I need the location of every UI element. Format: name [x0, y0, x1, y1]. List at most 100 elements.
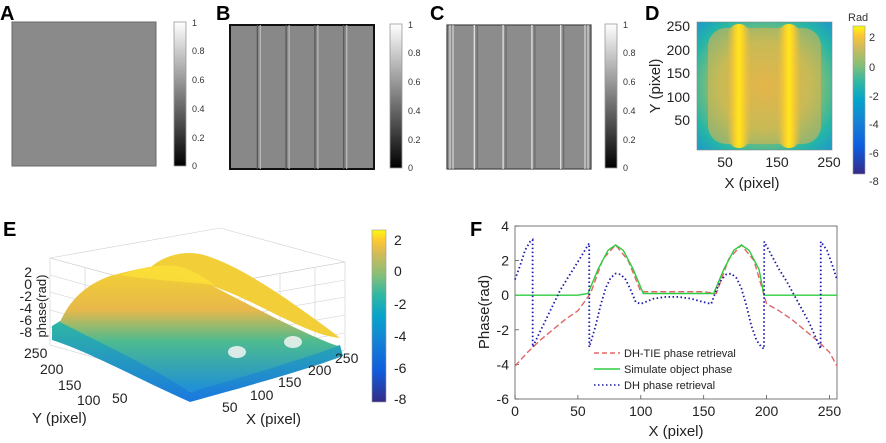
- f-xtick-label: 0: [511, 403, 519, 419]
- panel-d-colorbar: [852, 25, 866, 175]
- cb-a-tick: 0.2: [192, 133, 205, 143]
- cb-b-tick: 0.4: [408, 106, 421, 116]
- panel-label-b: B: [216, 3, 230, 25]
- e-xtick: 250: [335, 350, 359, 366]
- panel-d-plateau: [708, 28, 821, 144]
- f-ytick-label: -6: [497, 391, 510, 407]
- cb-e-tick: -8: [394, 391, 407, 407]
- d-colorbar-title: Rad: [848, 12, 868, 24]
- e-surface-notch: [228, 346, 246, 358]
- cb-a-tick: 0.4: [192, 104, 205, 114]
- f-xlabel: X (pixel): [648, 423, 703, 440]
- cb-d-tick: 0: [869, 62, 875, 74]
- e-ztick: 0: [24, 276, 32, 292]
- cb-d-tick: -2: [869, 91, 879, 103]
- panel-label-f: F: [470, 219, 482, 241]
- panel-e-colorbar: [371, 229, 387, 403]
- panel-b-image: [229, 24, 375, 170]
- panel-b-colorbar: [389, 23, 403, 169]
- f-ticks: 0 50 100 150 200 250 4 2 0 -2 -4 -6: [497, 218, 842, 419]
- panel-b: B 1 0.8 0.6 0.4 0.2 0: [216, 3, 421, 173]
- panel-d-frame: [696, 21, 833, 151]
- f-ytick-label: -4: [497, 356, 510, 372]
- series-line-1: [515, 244, 837, 296]
- panel-c-image: [446, 24, 592, 170]
- cb-c-tick: 0.4: [623, 106, 636, 116]
- panel-f: F 0 50 100 150 200 250 4 2 0 -2 -4 -6 Phase(rad) X …: [470, 218, 841, 440]
- panel-a-image: [11, 21, 157, 167]
- e-xtick: 50: [222, 399, 238, 415]
- f-ytick-label: 2: [501, 253, 509, 269]
- f-xtick-label: 150: [692, 403, 716, 419]
- cb-b-tick: 0.2: [408, 135, 421, 145]
- cb-a-tick: 1: [192, 18, 197, 28]
- panel-a: A 1 0.8 0.6 0.4 0.2 0: [0, 3, 205, 171]
- f-ytick-label: 0: [501, 287, 509, 303]
- legend-label-simulate: Simulate object phase: [624, 364, 732, 376]
- f-series: [514, 238, 838, 367]
- f-xtick-label: 200: [755, 403, 779, 419]
- cb-e-tick: -4: [394, 328, 407, 344]
- cb-d-tick: 2: [869, 32, 875, 44]
- legend-label-dh-tie: DH-TIE phase retrieval: [624, 348, 736, 360]
- cb-e-tick: -2: [394, 296, 407, 312]
- e-ytick: 150: [58, 377, 82, 393]
- d-xtick: 50: [717, 154, 733, 170]
- panel-c-stripes: [449, 25, 589, 169]
- f-ylabel: Phase(rad): [476, 275, 493, 349]
- e-xtick: 200: [308, 362, 332, 378]
- cb-b-tick: 0: [408, 163, 413, 173]
- e-ytick: 50: [112, 390, 128, 406]
- d-xtick: 150: [765, 154, 789, 170]
- d-ytick: 50: [674, 112, 690, 128]
- e-ztick: -6: [20, 312, 33, 328]
- panel-c-colorbar: [604, 23, 618, 169]
- cb-e-tick: -6: [394, 360, 407, 376]
- panel-label-c: C: [430, 3, 444, 25]
- panel-label-e: E: [3, 219, 16, 241]
- cb-d-tick: -8: [869, 176, 879, 188]
- panel-d-ridge-right: [777, 24, 801, 148]
- f-plot-area: [514, 225, 838, 400]
- e-ytick: 100: [77, 392, 101, 408]
- series-line-2: [514, 238, 838, 351]
- cb-b-tick: 0.8: [408, 48, 421, 58]
- e-xlabel: X (pixel): [246, 411, 301, 428]
- f-xtick-label: 50: [570, 403, 586, 419]
- cb-a-tick: 0: [192, 161, 197, 171]
- cb-a-tick: 0.8: [192, 46, 205, 56]
- d-ytick: 200: [667, 42, 691, 58]
- panel-e: E 2 0 -2 -4 -6 -8 phase(rad) 250 2: [3, 219, 407, 428]
- f-legend: DH-TIE phase retrieval Simulate object p…: [594, 348, 736, 392]
- e-zlabel: phase(rad): [34, 275, 49, 338]
- series-line-0: [514, 243, 838, 367]
- e-ylabel: Y (pixel): [32, 410, 87, 427]
- d-ylabel: Y (pixel): [647, 59, 664, 114]
- e-surface-front-ridge: [60, 265, 338, 392]
- cb-b-tick: 0.6: [408, 77, 421, 87]
- panel-label-d: D: [645, 3, 659, 25]
- e-ztick: -4: [20, 300, 33, 316]
- f-xtick-label: 250: [818, 403, 842, 419]
- cb-e-tick: 2: [394, 232, 402, 248]
- cb-c-tick: 0: [623, 163, 628, 173]
- d-xlabel: X (pixel): [724, 175, 779, 192]
- cb-d-tick: -4: [869, 119, 879, 131]
- d-ytick: 100: [667, 89, 691, 105]
- d-ytick: 250: [667, 18, 691, 34]
- e-ytick: 200: [40, 361, 64, 377]
- panel-d-ridge-left: [727, 24, 751, 148]
- e-ztick: 2: [24, 264, 32, 280]
- panel-b-stripes: [256, 25, 348, 169]
- d-ytick: 150: [667, 65, 691, 81]
- cb-a-tick: 0.6: [192, 75, 205, 85]
- legend-label-dh: DH phase retrieval: [624, 380, 715, 392]
- panel-d: D 250 200 150 100 50 50 150 250 X (pixel…: [645, 3, 879, 192]
- e-surface-highlight: [120, 265, 215, 285]
- panel-c: C 1 0.8 0.6 0.4 0.2 0: [430, 3, 636, 173]
- cb-c-tick: 0.8: [623, 48, 636, 58]
- e-ytick: 250: [24, 345, 48, 361]
- panel-label-a: A: [0, 3, 14, 25]
- panel-a-colorbar: [173, 21, 187, 167]
